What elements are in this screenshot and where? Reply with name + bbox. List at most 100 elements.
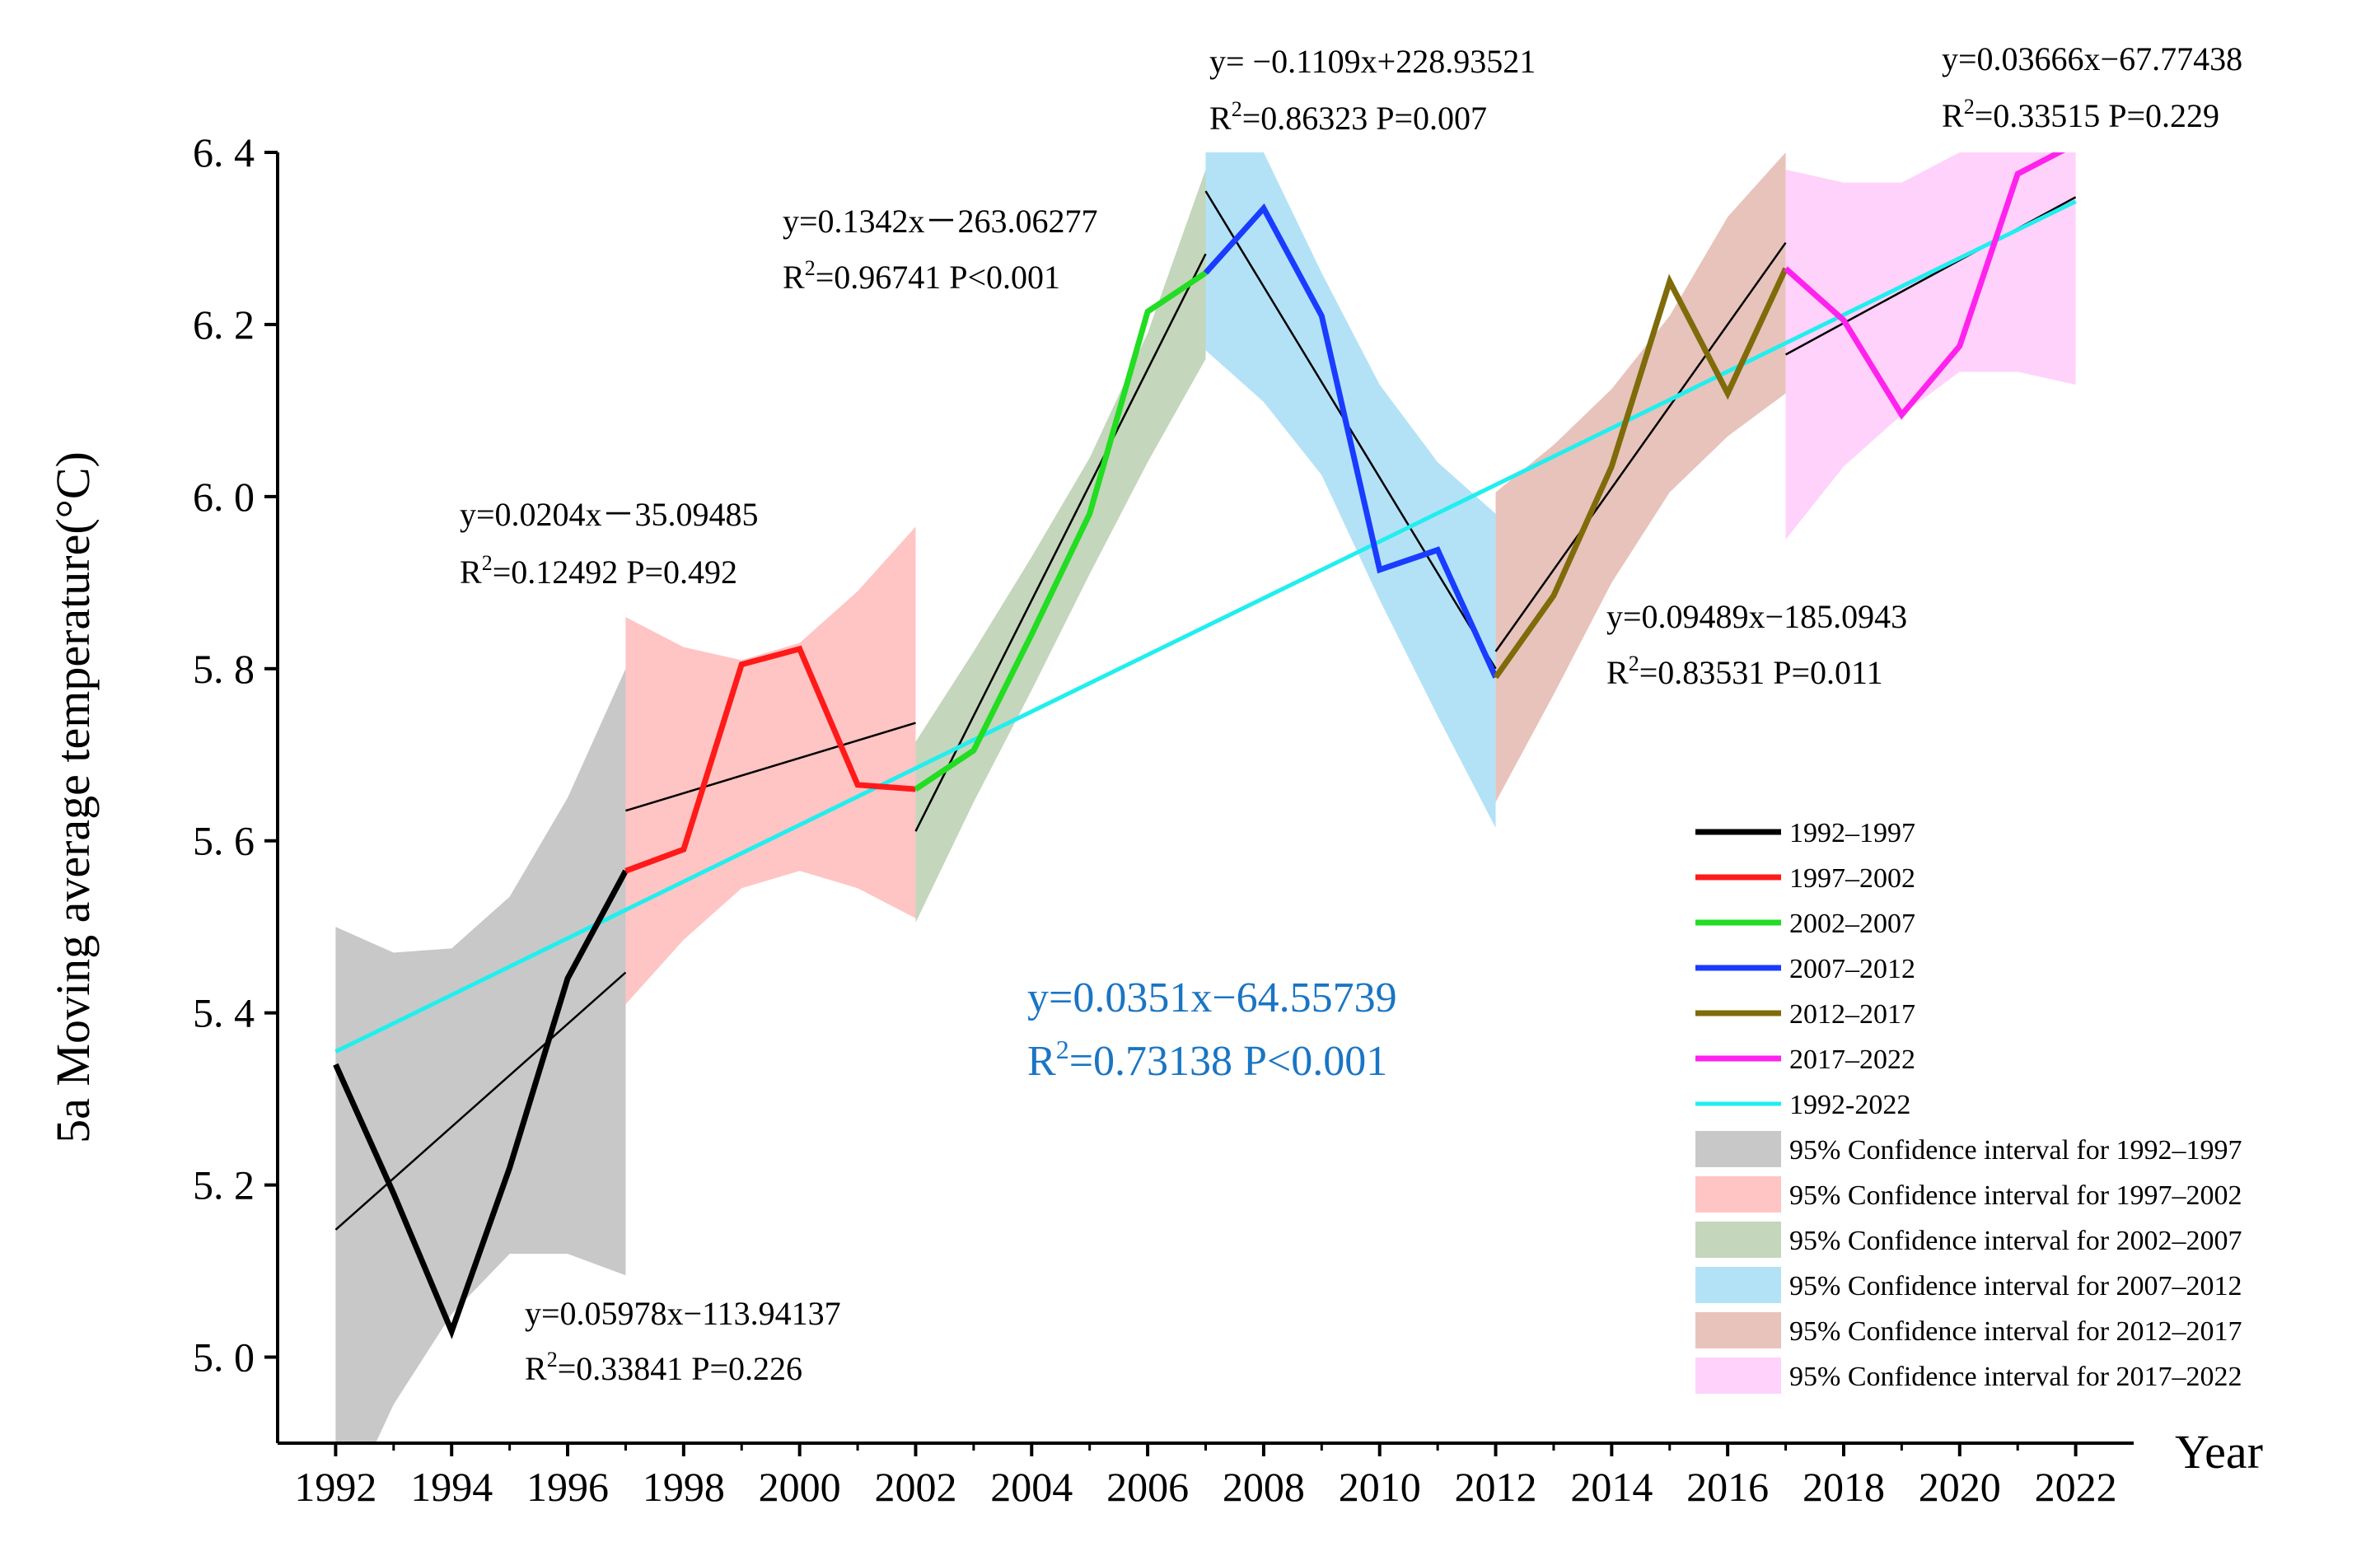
series-line-4 — [1493, 267, 1789, 680]
legend-label: 2017–2022 — [1789, 1044, 1915, 1075]
legend-item: 1992–1997 — [1695, 818, 1915, 848]
annotation-fit-2012-2017: y=0.09489x−185.0943 R2=0.83531 P=0.011 — [1606, 598, 1907, 691]
annotation-stats: R2=0.33515 P=0.229 — [1942, 95, 2219, 134]
legend-item: 95% Confidence interval for 2012–2017 — [1695, 1312, 2242, 1348]
y-tick-label: 5. 6 — [193, 818, 255, 864]
y-tick-label: 5. 8 — [193, 646, 255, 692]
x-tick-label: 2012 — [1455, 1464, 1537, 1510]
legend-item: 1997–2002 — [1695, 863, 1915, 894]
confidence-band-5 — [1785, 152, 2076, 540]
series-line-1 — [624, 645, 916, 874]
x-tick-label: 2016 — [1686, 1464, 1769, 1510]
confidence-band-3 — [1205, 152, 1496, 829]
y-ticks: 5. 0 5. 2 5. 4 5. 6 5. 8 6. 0 6. 2 6. 4 — [193, 129, 278, 1381]
x-tick-label: 1992 — [294, 1464, 376, 1510]
x-tick-label: 2006 — [1106, 1464, 1189, 1510]
annotation-fit-1992-1997: y=0.05978x−113.94137 R2=0.33841 P=0.226 — [525, 1295, 841, 1387]
legend-swatch — [1695, 1312, 1781, 1348]
annotation-equation: y= −0.1109x+228.93521 — [1209, 43, 1536, 80]
annotation-fit-1997-2002: y=0.0204x－35.09485 R2=0.12492 P=0.492 — [460, 496, 759, 591]
legend-label: 1992–1997 — [1789, 818, 1915, 848]
x-tick-label: 2010 — [1339, 1464, 1421, 1510]
legend-swatch — [1695, 1357, 1781, 1394]
annotation-fit-2007-2012: y= −0.1109x+228.93521 R2=0.86323 P=0.007 — [1209, 43, 1536, 137]
annotation-equation: y=0.05978x−113.94137 — [525, 1295, 841, 1332]
x-tick-label: 2022 — [2035, 1464, 2117, 1510]
legend-item: 2017–2022 — [1695, 1044, 1915, 1075]
y-tick-label: 6. 2 — [193, 301, 255, 348]
data-series — [333, 152, 2066, 1339]
y-tick-label: 5. 4 — [193, 990, 255, 1036]
legend: 1992–1997 1997–2002 2002–2007 2007–2012 2012… — [1695, 818, 2242, 1394]
x-axis-title: Year — [2175, 1425, 2263, 1479]
legend-label: 2012–2017 — [1789, 999, 1915, 1030]
y-tick-label: 5. 2 — [193, 1162, 255, 1208]
y-tick-label: 6. 0 — [193, 474, 255, 520]
series-line-2 — [914, 270, 1208, 792]
annotation-equation: y=0.0204x－35.09485 — [460, 496, 759, 533]
y-axis-title: 5a Moving average temperature(°C) — [46, 451, 100, 1143]
legend-item: 95% Confidence interval for 2002–2007 — [1695, 1222, 2242, 1258]
confidence-band-4 — [1495, 152, 1786, 802]
legend-label: 1992-2022 — [1789, 1090, 1910, 1120]
x-tick-label: 2004 — [990, 1464, 1073, 1510]
x-tick-label: 2008 — [1223, 1464, 1305, 1510]
annotation-fit-2017-2022: y=0.03666x−67.77438 R2=0.33515 P=0.229 — [1942, 40, 2242, 134]
fit-line-1 — [625, 722, 916, 812]
fit-line-4 — [1494, 241, 1787, 652]
annotation-stats: R2=0.33841 P=0.226 — [525, 1348, 802, 1387]
annotation-fit-1992-2022: y=0.0351x−64.55739 R2=0.73138 P<0.001 — [1027, 974, 1397, 1085]
x-tick-label: 2000 — [759, 1464, 841, 1510]
overall-trend — [334, 199, 2077, 1054]
annotation-equation: y=0.1342x－263.06277 — [783, 203, 1098, 240]
fit-line-2 — [914, 253, 1207, 832]
y-tick-label: 5. 0 — [193, 1334, 255, 1381]
annotation-fit-2002-2007: y=0.1342x－263.06277 R2=0.96741 P<0.001 — [783, 203, 1098, 296]
legend-label: 95% Confidence interval for 2002–2007 — [1789, 1226, 2242, 1256]
x-tick-label: 1998 — [643, 1464, 725, 1510]
legend-item: 1992-2022 — [1695, 1090, 1910, 1120]
fit-line-0 — [334, 971, 627, 1231]
legend-item: 95% Confidence interval for 2007–2012 — [1695, 1267, 2242, 1303]
series-line-5 — [1784, 152, 2066, 420]
legend-swatch — [1695, 1267, 1781, 1303]
legend-swatch — [1695, 1222, 1781, 1258]
legend-label: 1997–2002 — [1789, 863, 1915, 894]
legend-label: 95% Confidence interval for 2007–2012 — [1789, 1271, 2242, 1301]
legend-item: 95% Confidence interval for 2017–2022 — [1695, 1357, 2242, 1394]
annotation-equation: y=0.03666x−67.77438 — [1942, 40, 2242, 77]
confidence-bands — [335, 152, 2076, 1443]
legend-label: 95% Confidence interval for 2012–2017 — [1789, 1316, 2242, 1347]
legend-item: 2012–2017 — [1695, 999, 1915, 1030]
legend-item: 2002–2007 — [1695, 909, 1915, 939]
legend-swatch — [1695, 1176, 1781, 1213]
y-tick-label: 6. 4 — [193, 129, 255, 175]
legend-item: 2007–2012 — [1695, 954, 1915, 984]
legend-item: 95% Confidence interval for 1992–1997 — [1695, 1131, 2242, 1167]
x-tick-label: 2002 — [874, 1464, 956, 1510]
legend-label: 95% Confidence interval for 2017–2022 — [1789, 1362, 2242, 1392]
x-tick-label: 1996 — [526, 1464, 609, 1510]
annotation-stats: R2=0.83531 P=0.011 — [1606, 652, 1883, 691]
legend-item: 95% Confidence interval for 1997–2002 — [1695, 1176, 2242, 1213]
legend-label: 95% Confidence interval for 1992–1997 — [1789, 1135, 2242, 1166]
x-tick-label: 1994 — [410, 1464, 493, 1510]
confidence-band-1 — [625, 526, 916, 1005]
trend-line-1992-2022 — [334, 199, 2077, 1054]
series-line-3 — [1203, 203, 1499, 679]
legend-swatch — [1695, 1131, 1781, 1167]
annotation-stats: R2=0.86323 P=0.007 — [1209, 97, 1487, 137]
legend-label: 95% Confidence interval for 1997–2002 — [1789, 1180, 2242, 1211]
x-ticks: 1992 1994 1996 1998 2000 2002 2004 2006 2008 2010… — [294, 1443, 2117, 1510]
series-line-0 — [333, 869, 629, 1339]
x-tick-label: 2018 — [1803, 1464, 1885, 1510]
annotation-stats: R2=0.12492 P=0.492 — [460, 551, 737, 591]
confidence-band-0 — [335, 668, 626, 1443]
annotation-equation: y=0.09489x−185.0943 — [1606, 598, 1907, 635]
legend-label: 2002–2007 — [1789, 909, 1915, 939]
annotation-stats: R2=0.96741 P<0.001 — [783, 256, 1060, 296]
annotation-equation: y=0.0351x−64.55739 — [1027, 974, 1397, 1021]
x-tick-label: 2014 — [1570, 1464, 1653, 1510]
legend-label: 2007–2012 — [1789, 954, 1915, 984]
